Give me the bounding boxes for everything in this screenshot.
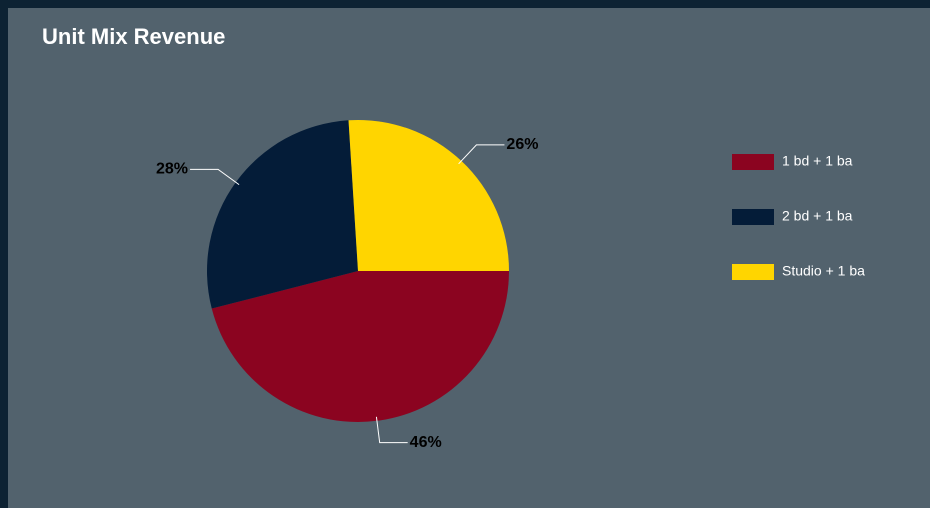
legend-label: Studio + 1 ba	[782, 263, 865, 279]
chart-title: Unit Mix Revenue	[42, 24, 225, 49]
data-label: 26%	[506, 136, 538, 153]
legend-label: 2 bd + 1 ba	[782, 208, 853, 224]
leader-line	[458, 144, 505, 165]
pie-slice	[348, 120, 509, 272]
data-label: 28%	[156, 161, 188, 178]
data-label: 46%	[410, 434, 442, 451]
legend-label: 1 bd + 1 ba	[782, 153, 853, 169]
legend-swatch	[732, 154, 774, 170]
legend-swatch	[732, 209, 774, 225]
pie-slice	[206, 120, 358, 309]
leader-line	[375, 416, 408, 444]
pie-slice	[211, 271, 509, 422]
leader-line	[190, 168, 240, 186]
legend-swatch	[732, 264, 774, 280]
